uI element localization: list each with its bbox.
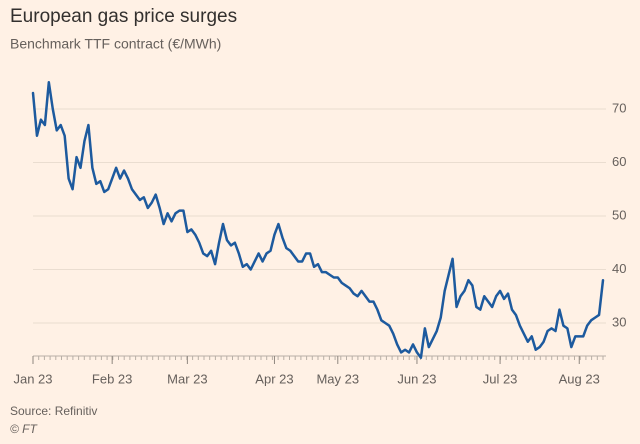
chart-title: European gas price surges: [10, 6, 237, 27]
line-series: [31, 81, 605, 360]
x-tick-label: Aug 23: [559, 371, 600, 386]
chart-subtitle: Benchmark TTF contract (€/MWh): [10, 36, 221, 52]
y-tick-label: 40: [612, 261, 626, 276]
x-tick-label: May 23: [316, 371, 359, 386]
y-tick-label: 50: [612, 207, 626, 222]
y-tick-label: 30: [612, 314, 626, 329]
x-tick-label: Apr 23: [255, 371, 293, 386]
source: Source: Refinitiv: [10, 404, 97, 418]
y-tick-label: 60: [612, 154, 626, 169]
credit: © FT: [10, 422, 39, 436]
x-tick-label: Jan 23: [13, 371, 52, 386]
x-tick-label: Mar 23: [167, 371, 207, 386]
y-tick-label: 70: [612, 100, 626, 115]
x-tick-label: Jun 23: [397, 371, 436, 386]
x-tick-label: Feb 23: [92, 371, 132, 386]
x-tick-label: Jul 23: [483, 371, 518, 386]
